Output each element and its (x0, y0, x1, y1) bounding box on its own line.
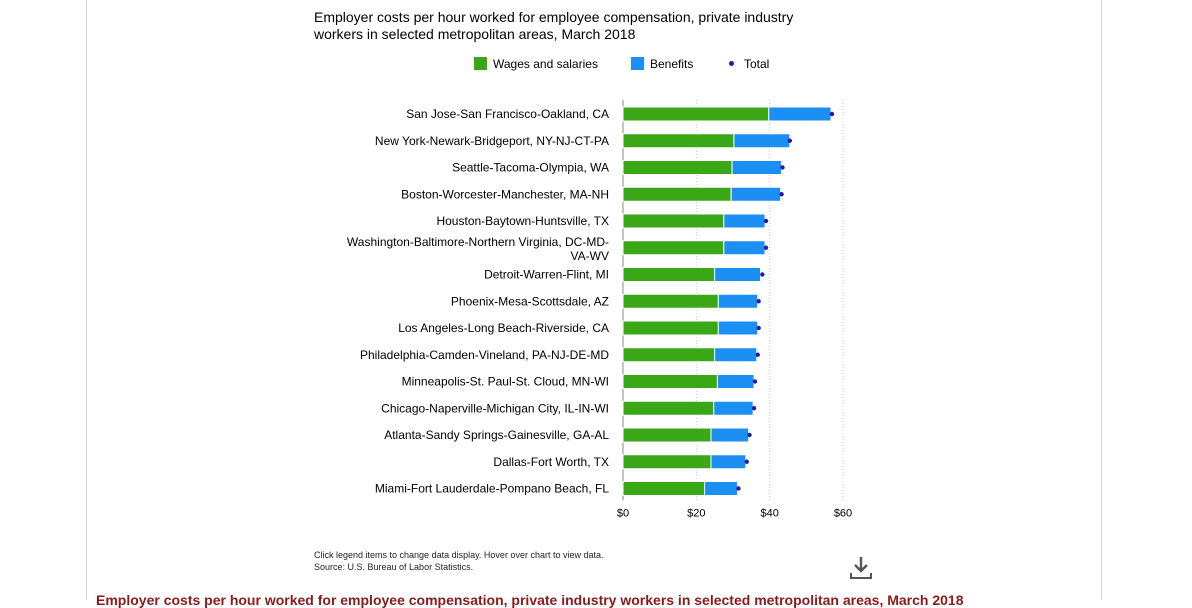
bar-wages-11[interactable] (622, 400, 715, 416)
point-total-13[interactable] (744, 459, 749, 464)
bar-wages-5[interactable] (622, 240, 725, 256)
bar-benefits-9[interactable] (714, 347, 758, 363)
y-tick-label-9: Philadelphia-Camden-Vineland, PA-NJ-DE-M… (360, 348, 609, 362)
point-total-3[interactable] (779, 192, 784, 197)
frame-left-border (86, 0, 87, 600)
y-tick-label-0: San Jose-San Francisco-Oakland, CA (406, 107, 609, 121)
point-total-14[interactable] (736, 486, 741, 491)
point-total-6[interactable] (760, 272, 765, 277)
bar-wages-14[interactable] (622, 481, 706, 496)
point-total-0[interactable] (829, 111, 835, 117)
legend-swatch-wages (474, 57, 487, 70)
legend-label-benefits: Benefits (650, 57, 694, 71)
bottom-table-caption: Employer costs per hour worked for emplo… (96, 592, 964, 608)
download-icon (850, 557, 872, 579)
bar-benefits-14[interactable] (704, 481, 739, 496)
legend-marker-total (729, 61, 734, 66)
legend-label-wages: Wages and salaries (493, 57, 598, 71)
bar-benefits-12[interactable] (710, 427, 750, 443)
bar-wages-10[interactable] (622, 374, 718, 389)
x-tick-label-3: $60 (834, 508, 852, 520)
y-tick-label-2: Seattle-Tacoma-Olympia, WA (452, 161, 609, 175)
bar-wages-7[interactable] (622, 293, 719, 309)
point-total-10[interactable] (752, 379, 758, 384)
bar-benefits-5[interactable] (723, 240, 766, 256)
bar-wages-4[interactable] (622, 213, 725, 229)
point-total-11[interactable] (751, 406, 757, 411)
y-tick-label-10: Minneapolis-St. Paul-St. Cloud, MN-WI (402, 375, 609, 389)
bar-wages-3[interactable] (622, 186, 732, 202)
point-total-9[interactable] (755, 352, 760, 357)
y-tick-label-12: Atlanta-Sandy Springs-Gainesville, GA-AL (384, 428, 609, 442)
bar-wages-9[interactable] (622, 347, 716, 363)
chart-title: Employer costs per hour worked for emplo… (314, 9, 794, 42)
x-tick-label-2: $40 (760, 508, 778, 520)
bar-wages-1[interactable] (622, 133, 735, 149)
bar-benefits-4[interactable] (723, 213, 766, 229)
point-total-12[interactable] (747, 432, 752, 438)
bar-wages-8[interactable] (622, 320, 719, 336)
bar-benefits-3[interactable] (730, 186, 782, 202)
bar-wages-12[interactable] (622, 427, 712, 443)
bar-wages-13[interactable] (622, 454, 712, 470)
legend-label-total: Total (744, 57, 770, 71)
x-tick-label-1: $20 (687, 508, 705, 520)
point-total-4[interactable] (763, 218, 769, 224)
bar-benefits-0[interactable] (768, 106, 832, 122)
download-button[interactable] (848, 554, 874, 580)
y-tick-label-14: Miami-Fort Lauderdale-Pompano Beach, FL (375, 482, 609, 496)
bar-wages-2[interactable] (622, 160, 733, 175)
bar-benefits-8[interactable] (717, 320, 759, 336)
y-tick-label-3: Boston-Worcester-Manchester, MA-NH (401, 187, 609, 201)
point-total-1[interactable] (787, 138, 793, 143)
bar-benefits-13[interactable] (710, 454, 747, 470)
y-tick-label-8: Los Angeles-Long Beach-Riverside, CA (398, 321, 609, 335)
bar-benefits-11[interactable] (713, 400, 754, 416)
bar-wages-0[interactable] (622, 106, 770, 122)
point-total-2[interactable] (780, 165, 785, 170)
y-tick-label-6: Detroit-Warren-Flint, MI (484, 268, 609, 282)
bar-benefits-2[interactable] (731, 160, 783, 175)
bar-benefits-6[interactable] (714, 267, 762, 282)
legend-swatch-benefits (631, 57, 644, 70)
chart-footnote: Click legend items to change data displa… (314, 549, 603, 573)
bar-benefits-1[interactable] (733, 133, 791, 149)
point-total-7[interactable] (756, 299, 761, 304)
x-tick-label-0: $0 (617, 508, 629, 520)
y-tick-label-5: Washington-Baltimore-Northern Virginia, … (347, 235, 609, 263)
point-total-8[interactable] (756, 325, 761, 331)
bar-benefits-7[interactable] (717, 293, 759, 309)
footnote-source: Source: U.S. Bureau of Labor Statistics. (314, 562, 474, 572)
y-tick-label-7: Phoenix-Mesa-Scottsdale, AZ (451, 294, 609, 308)
footnote-instructions: Click legend items to change data displa… (314, 550, 604, 560)
y-tick-label-11: Chicago-Naperville-Michigan City, IL-IN-… (381, 401, 609, 415)
frame-right-border (1101, 0, 1102, 600)
point-total-5[interactable] (763, 245, 769, 250)
y-tick-label-4: Houston-Baytown-Huntsville, TX (436, 214, 609, 228)
bar-benefits-10[interactable] (716, 374, 755, 389)
y-tick-label-13: Dallas-Fort Worth, TX (493, 455, 609, 469)
bar-wages-6[interactable] (622, 267, 716, 282)
y-tick-label-1: New York-Newark-Bridgeport, NY-NJ-CT-PA (375, 134, 609, 148)
